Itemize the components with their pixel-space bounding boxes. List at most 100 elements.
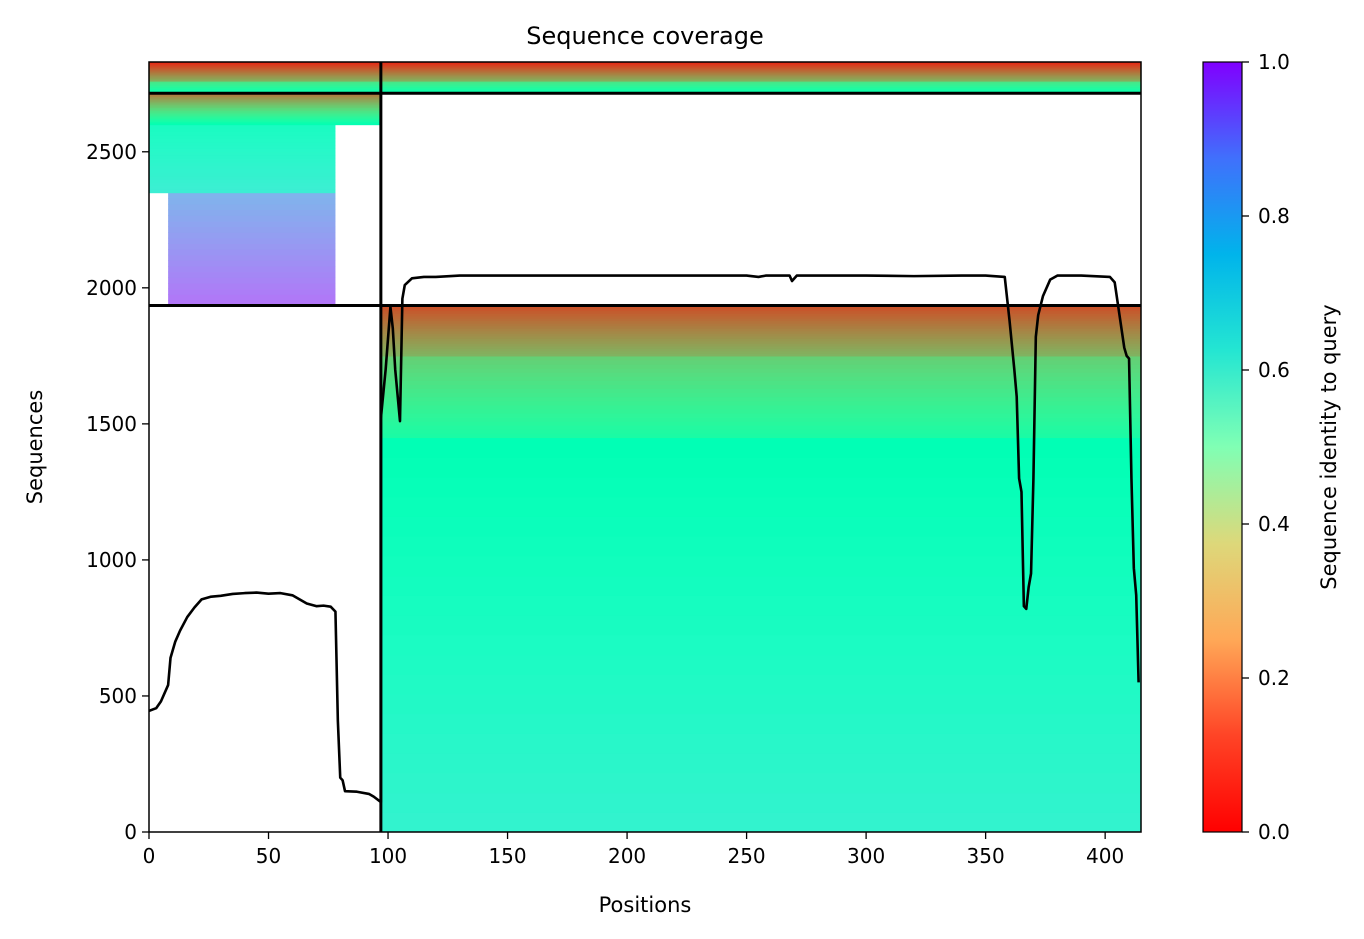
heatmap-cell bbox=[149, 69, 1141, 72]
heatmap-cell bbox=[149, 84, 1141, 86]
heatmap-cell bbox=[149, 104, 381, 107]
heatmap-cell bbox=[380, 615, 1141, 636]
heatmap-cell bbox=[168, 215, 336, 222]
heatmap-cell bbox=[380, 792, 1141, 813]
heatmap-cell bbox=[380, 325, 1141, 329]
heatmap-cell bbox=[149, 81, 1141, 83]
heatmap-cell bbox=[168, 209, 336, 216]
heatmap-cell bbox=[380, 575, 1141, 596]
heatmap-cell bbox=[380, 713, 1141, 734]
y-tick-label: 1000 bbox=[86, 548, 137, 572]
heatmap-cell bbox=[149, 124, 336, 129]
colorbar bbox=[1202, 61, 1243, 833]
heatmap-cell bbox=[168, 220, 336, 228]
heatmap-cell bbox=[149, 165, 336, 170]
heatmap-cell bbox=[149, 144, 336, 149]
x-tick-label: 250 bbox=[727, 844, 765, 868]
heatmap-cell bbox=[149, 102, 381, 105]
heatmap-cell bbox=[149, 77, 1141, 79]
heatmap-cell bbox=[149, 62, 1141, 64]
heatmap-cell bbox=[149, 88, 1141, 90]
heatmap-cell bbox=[380, 368, 1141, 373]
heatmap-cell bbox=[149, 90, 1141, 92]
heatmap-cell bbox=[380, 320, 1141, 324]
colorbar-tick-label: 0.6 bbox=[1258, 358, 1290, 382]
heatmap-cell bbox=[149, 87, 1141, 89]
heatmap-cell bbox=[168, 254, 336, 261]
y-tick-label: 1500 bbox=[86, 412, 137, 436]
y-tick-label: 500 bbox=[99, 684, 137, 708]
heatmap-cell bbox=[380, 400, 1141, 406]
heatmap-cell bbox=[380, 674, 1141, 695]
heatmap-cell bbox=[380, 355, 1141, 361]
heatmap-cell bbox=[149, 65, 1141, 68]
heatmap-cell bbox=[380, 364, 1141, 369]
heatmap-cell bbox=[149, 81, 1141, 83]
heatmap-cell bbox=[149, 105, 381, 108]
colorbar-tick-label: 0.8 bbox=[1258, 204, 1290, 228]
heatmap-cell bbox=[149, 71, 1141, 74]
heatmap-cell bbox=[149, 116, 381, 119]
heatmap-cell bbox=[149, 70, 1141, 73]
heatmap-cell bbox=[149, 83, 1141, 85]
x-tick-label: 200 bbox=[608, 844, 646, 868]
heatmap-cell bbox=[149, 119, 381, 123]
heatmap-cell bbox=[149, 127, 336, 132]
heatmap-cell bbox=[380, 753, 1141, 774]
x-axis-ticks: 0 50 100 150 200 250 300 350 400 bbox=[143, 832, 1124, 868]
heatmap-cell bbox=[149, 189, 336, 194]
heatmap-cell bbox=[168, 192, 336, 199]
heatmap-cell bbox=[149, 175, 336, 180]
heatmap-cell bbox=[149, 158, 336, 163]
heatmap-cell bbox=[380, 812, 1141, 832]
heatmap-cell bbox=[380, 693, 1141, 715]
heatmap-cell bbox=[380, 396, 1141, 402]
heatmap-cell bbox=[168, 237, 336, 245]
heatmap-cell bbox=[380, 595, 1141, 616]
y-axis-label: Sequences bbox=[23, 390, 47, 505]
heatmap-cell bbox=[149, 82, 1141, 85]
heatmap-cell bbox=[380, 634, 1141, 656]
y-tick-label: 2000 bbox=[86, 276, 137, 300]
heatmap-cell bbox=[149, 89, 1141, 91]
heatmap-cell bbox=[380, 384, 1141, 390]
heatmap-cell bbox=[380, 496, 1141, 517]
x-tick-label: 350 bbox=[967, 844, 1005, 868]
heatmap-cell bbox=[380, 404, 1141, 410]
y-axis-ticks: 0 500 1000 1500 2000 2500 bbox=[86, 140, 149, 844]
heatmap-cell bbox=[380, 330, 1141, 334]
heatmap-cell bbox=[149, 90, 1141, 93]
heatmap-cell bbox=[168, 299, 336, 307]
heatmap-cell bbox=[149, 161, 336, 166]
heatmap-cell bbox=[168, 260, 336, 267]
heatmap-cell bbox=[149, 182, 336, 187]
heatmap-cell bbox=[149, 94, 381, 98]
heatmap-cell bbox=[168, 249, 336, 256]
heatmap-cell bbox=[149, 86, 1141, 88]
colorbar-tick-label: 0.4 bbox=[1258, 512, 1290, 536]
heatmap-cell bbox=[149, 148, 336, 153]
heatmap-cell bbox=[149, 74, 1141, 76]
heatmap-cell bbox=[149, 63, 1141, 66]
heatmap-cell bbox=[168, 282, 336, 290]
heatmap-cell bbox=[149, 138, 336, 143]
heatmap-cell bbox=[149, 121, 381, 124]
heatmap-cell bbox=[380, 318, 1141, 322]
heatmap-cell bbox=[168, 294, 336, 301]
heatmap-cell bbox=[149, 141, 336, 146]
heatmap-cell bbox=[380, 350, 1141, 354]
chart-title: Sequence coverage bbox=[526, 22, 763, 50]
heatmap-cell bbox=[380, 733, 1141, 754]
heatmap-cell bbox=[380, 408, 1141, 414]
heatmap-cell bbox=[380, 308, 1141, 312]
heatmap-cell bbox=[149, 73, 1141, 75]
heatmap-cell bbox=[149, 131, 336, 136]
heatmap-cell bbox=[380, 323, 1141, 327]
x-tick-label: 50 bbox=[256, 844, 281, 868]
heatmap-cell bbox=[149, 99, 381, 102]
heatmap-cell bbox=[380, 516, 1141, 537]
x-tick-label: 100 bbox=[369, 844, 407, 868]
heatmap-cell bbox=[380, 429, 1141, 434]
heatmap-cell bbox=[380, 345, 1141, 349]
heatmap-cell bbox=[168, 277, 336, 284]
